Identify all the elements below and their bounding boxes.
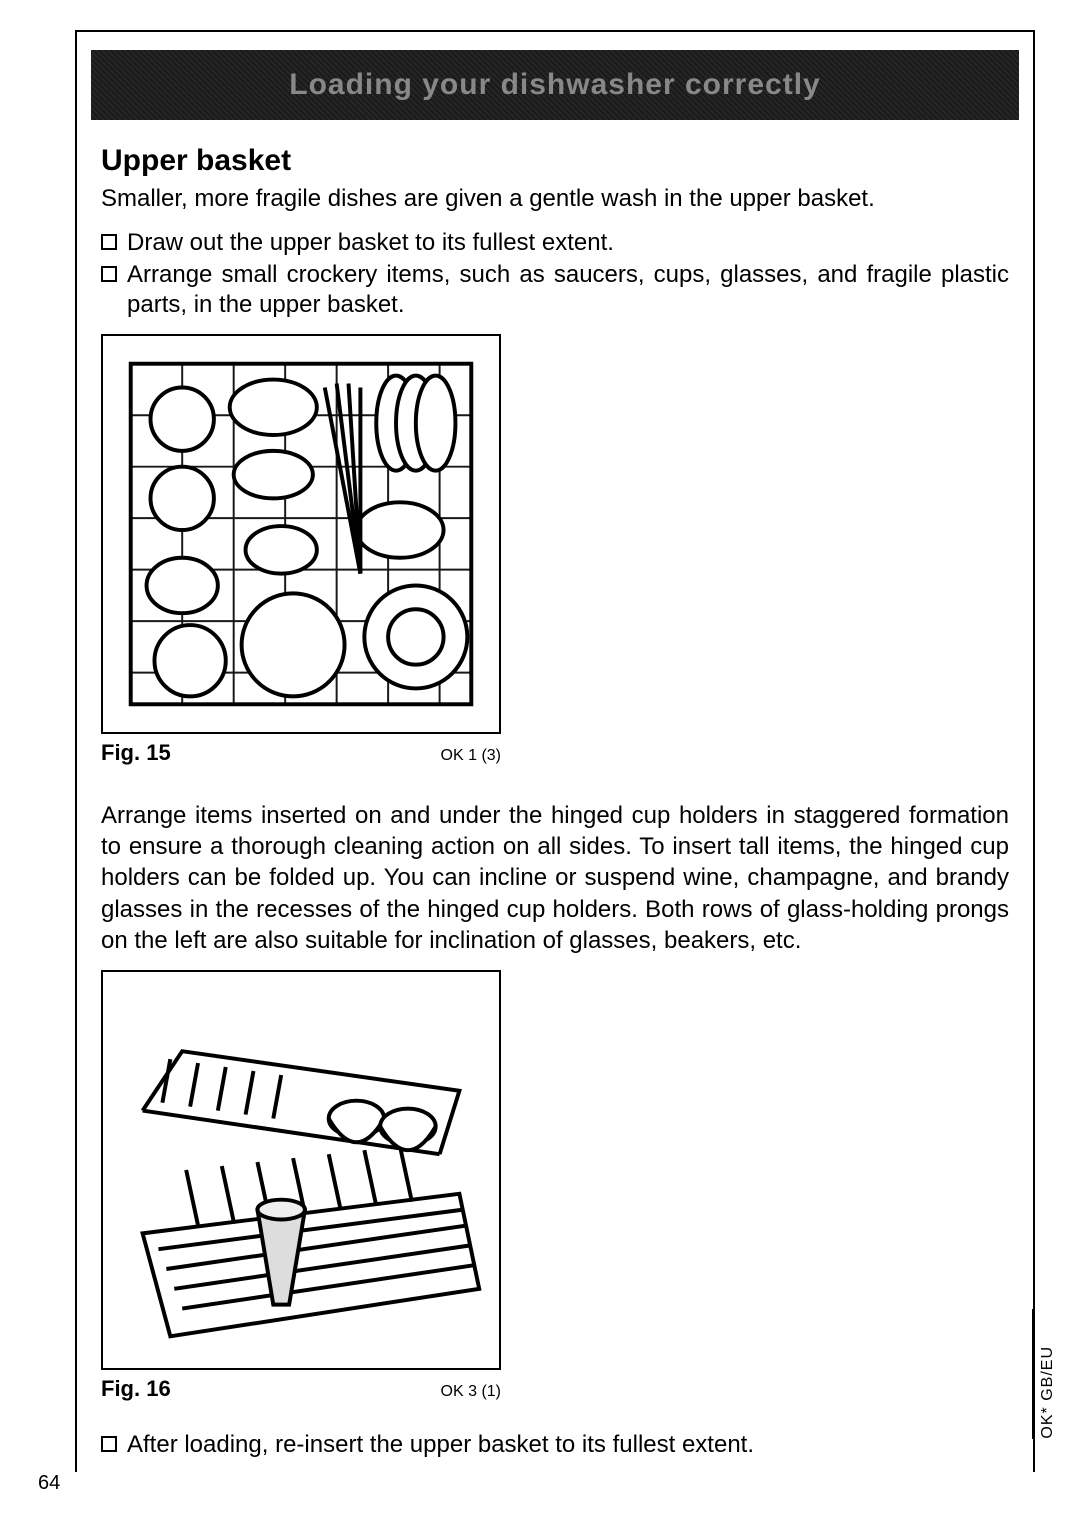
list-item: After loading, re-insert the upper baske… [101, 1430, 1009, 1460]
section-header-title: Loading your dishwasher correctly [289, 68, 820, 102]
list-item-text: After loading, re-insert the upper baske… [127, 1430, 1009, 1460]
figure-caption: Fig. 16 OK 3 (1) [101, 1376, 501, 1402]
side-label: OK* GB/EU [1032, 1309, 1062, 1439]
list-item-text: Draw out the upper basket to its fullest… [127, 228, 1009, 258]
section-header-bar: Loading your dishwasher correctly [91, 50, 1019, 120]
intro-text: Smaller, more fragile dishes are given a… [101, 184, 1009, 214]
list-item: Draw out the upper basket to its fullest… [101, 228, 1009, 258]
checkbox-bullet-icon [101, 1436, 117, 1452]
basket-perspective-icon [103, 972, 499, 1368]
figure-block: Fig. 15 OK 1 (3) [101, 334, 1009, 766]
instruction-list: Draw out the upper basket to its fullest… [101, 228, 1009, 320]
mid-paragraph: Arrange items inserted on and under the … [101, 800, 1009, 956]
figure-label: Fig. 16 [101, 1376, 171, 1402]
figure-block: Fig. 16 OK 3 (1) [101, 970, 1009, 1402]
figure-code: OK 1 (3) [441, 747, 501, 765]
list-item: Arrange small crockery items, such as sa… [101, 260, 1009, 320]
figure-16-illustration [101, 970, 501, 1370]
side-label-text: OK* GB/EU [1039, 1344, 1057, 1439]
checkbox-bullet-icon [101, 266, 117, 282]
basket-top-view-icon [103, 336, 499, 732]
page-frame: Loading your dishwasher correctly Upper … [75, 30, 1035, 1472]
figure-caption: Fig. 15 OK 1 (3) [101, 740, 501, 766]
figure-code: OK 3 (1) [441, 1383, 501, 1401]
figure-label: Fig. 15 [101, 740, 171, 766]
figure-15-illustration [101, 334, 501, 734]
content-area: Upper basket Smaller, more fragile dishe… [77, 120, 1033, 1472]
checkbox-bullet-icon [101, 234, 117, 250]
page-number: 64 [38, 1472, 60, 1495]
section-heading: Upper basket [101, 144, 1009, 178]
list-item-text: Arrange small crockery items, such as sa… [127, 260, 1009, 320]
